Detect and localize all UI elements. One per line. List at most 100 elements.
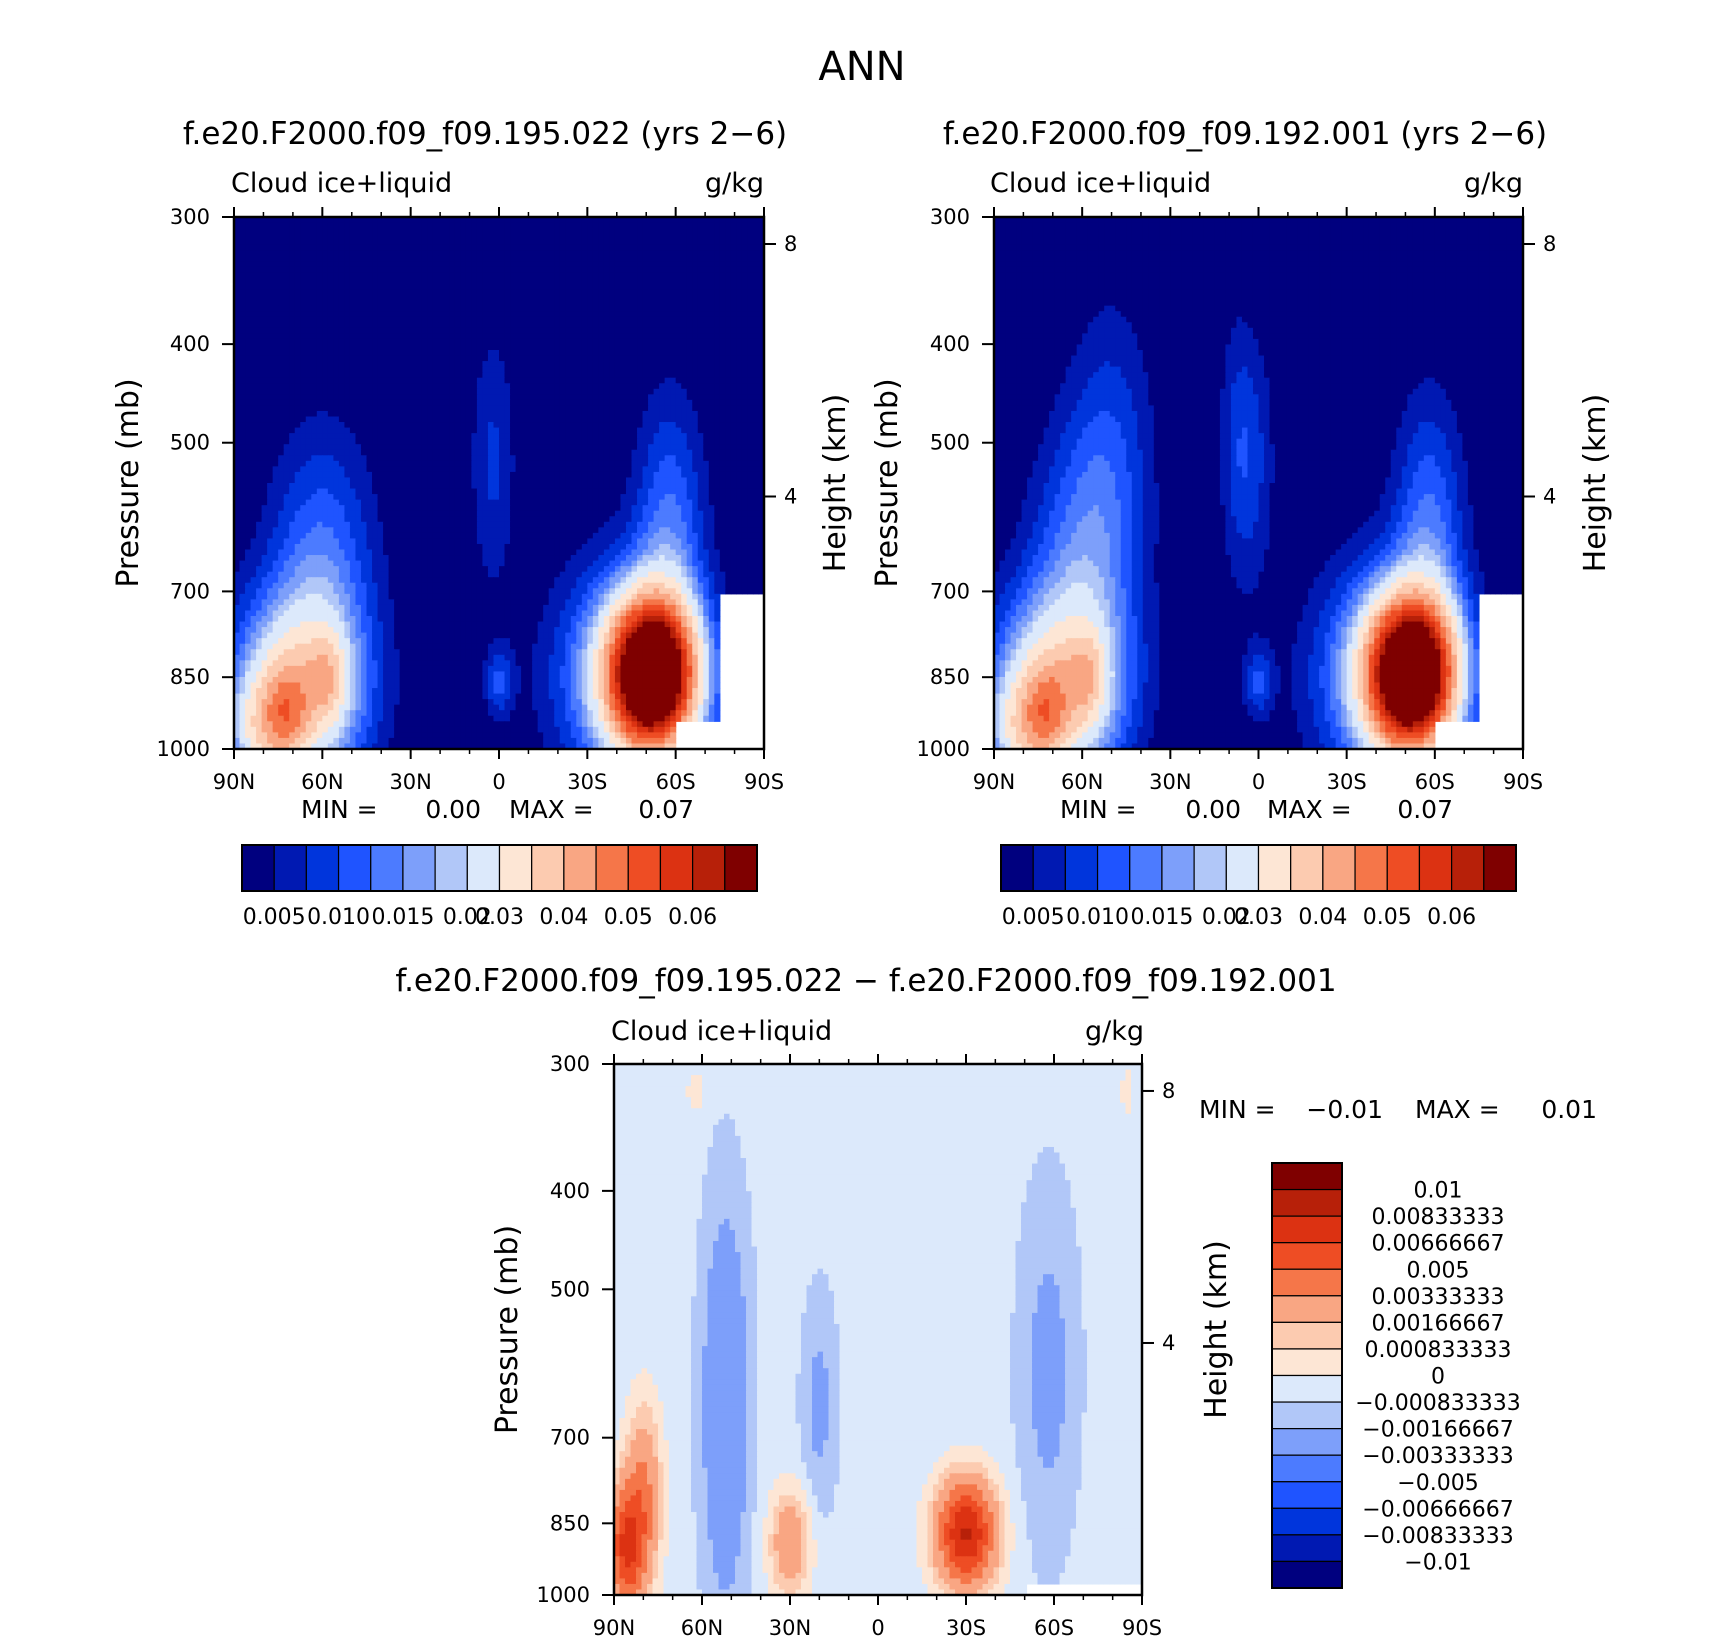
contour-cell (295, 284, 301, 290)
contour-cell (543, 378, 549, 384)
contour-cell (532, 422, 538, 428)
contour-cell (687, 444, 693, 450)
contour-cell (731, 245, 737, 251)
contour-cell (311, 483, 317, 489)
contour-cell (322, 245, 328, 251)
contour-cell (311, 455, 317, 461)
contour-cell (703, 400, 709, 406)
contour-cell (378, 256, 384, 262)
contour-cell (725, 261, 731, 267)
contour-cell (444, 383, 450, 389)
contour-cell (311, 306, 317, 312)
contour-cell (427, 489, 433, 495)
contour-cell (753, 411, 759, 417)
contour-cell (505, 250, 511, 256)
contour-cell (615, 317, 621, 323)
contour-cell (510, 350, 516, 356)
contour-cell (747, 261, 753, 267)
contour-cell (372, 228, 378, 234)
contour-cell (698, 272, 704, 278)
contour-cell (538, 289, 544, 295)
contour-cell (604, 450, 610, 456)
contour-cell (471, 444, 477, 450)
contour-cell (449, 439, 455, 445)
contour-cell (278, 289, 284, 295)
contour-cell (549, 472, 555, 478)
contour-cell (505, 439, 511, 445)
contour-cell (273, 367, 279, 373)
contour-cell (565, 367, 571, 373)
contour-cell (720, 322, 726, 328)
contour-cell (333, 383, 339, 389)
contour-cell (284, 350, 290, 356)
contour-cell (488, 394, 494, 400)
contour-cell (240, 344, 246, 350)
contour-cell (632, 361, 638, 367)
contour-cell (466, 400, 472, 406)
contour-cell (731, 306, 737, 312)
contour-cell (367, 383, 373, 389)
contour-cell (328, 383, 334, 389)
contour-cell (676, 455, 682, 461)
contour-cell (626, 267, 632, 273)
contour-cell (422, 477, 428, 483)
contour-cell (444, 494, 450, 500)
contour-cell (433, 356, 439, 362)
contour-cell (565, 267, 571, 273)
contour-cell (532, 444, 538, 450)
contour-cell (565, 378, 571, 384)
contour-cell (692, 444, 698, 450)
contour-cell (687, 411, 693, 417)
contour-cell (510, 405, 516, 411)
contour-cell (560, 367, 566, 373)
contour-cell (747, 328, 753, 334)
contour-cell (273, 500, 279, 506)
contour-cell (687, 383, 693, 389)
contour-cell (593, 483, 599, 489)
contour-cell (427, 228, 433, 234)
contour-cell (736, 361, 742, 367)
contour-cell (295, 489, 301, 495)
contour-cell (665, 356, 671, 362)
contour-cell (576, 444, 582, 450)
contour-cell (709, 417, 715, 423)
contour-cell (687, 455, 693, 461)
contour-cell (444, 489, 450, 495)
contour-cell (311, 400, 317, 406)
contour-cell (488, 223, 494, 229)
contour-cell (571, 472, 577, 478)
contour-cell (532, 278, 538, 284)
contour-cell (681, 494, 687, 500)
contour-cell (284, 422, 290, 428)
contour-cell (400, 405, 406, 411)
contour-cell (344, 250, 350, 256)
contour-cell (676, 267, 682, 273)
contour-cell (648, 466, 654, 472)
contour-cell (753, 439, 759, 445)
contour-cell (532, 317, 538, 323)
contour-cell (582, 239, 588, 245)
contour-cell (449, 433, 455, 439)
contour-cell (632, 339, 638, 345)
contour-cell (643, 239, 649, 245)
contour-cell (692, 361, 698, 367)
contour-cell (333, 284, 339, 290)
contour-cell (681, 461, 687, 467)
contour-cell (444, 322, 450, 328)
contour-cell (692, 295, 698, 301)
contour-cell (516, 261, 522, 267)
contour-cell (300, 339, 306, 345)
contour-cell (736, 489, 742, 495)
contour-cell (516, 295, 522, 301)
contour-cell (687, 322, 693, 328)
contour-cell (344, 372, 350, 378)
contour-cell (306, 378, 312, 384)
contour-cell (488, 267, 494, 273)
contour-cell (449, 272, 455, 278)
contour-cell (593, 394, 599, 400)
contour-cell (582, 444, 588, 450)
contour-cell (284, 289, 290, 295)
contour-cell (245, 433, 251, 439)
contour-cell (753, 289, 759, 295)
contour-cell (659, 400, 665, 406)
